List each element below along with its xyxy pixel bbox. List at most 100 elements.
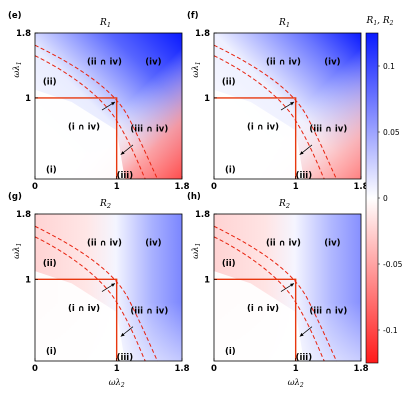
unit-boundary-line [35,97,118,179]
axes-frame [213,213,362,362]
region-label: (i ∩ iv) [68,304,100,314]
panel-h: 0 1 1.8 1.8 1 (h) R2 ωλ1 ωλ2 (i) (ii) (iii) (iv) (ii … [187,192,369,389]
region-i-field [35,89,125,179]
boundary-curve-upper [34,236,146,362]
region-label: (iii) [296,171,313,181]
colorbar-tick-label: 0.1 [383,62,395,71]
region-label: (ii) [222,259,236,269]
region-i-field [35,271,125,361]
colorbar-tick-label: -0.05 [383,260,403,269]
y-tick-label: 1 [204,275,210,285]
x-tick-label: 1 [293,364,299,374]
panel-label: (e) [8,11,22,21]
x-tick-label: 1.8 [174,182,189,192]
region-label: (i) [46,165,57,175]
region-label: (iii ∩ iv) [309,306,347,316]
x-axis-label: ωλ2 [109,378,125,389]
arrow-head [120,332,125,337]
arrow-head [120,151,125,155]
region-label: (i ∩ iv) [247,304,279,314]
colorbar-bar [365,32,379,364]
unit-boundary-line [35,278,118,361]
y-tick-label: 1.8 [195,29,210,39]
unit-boundary-line [214,278,297,361]
x-tick-label: 0 [211,182,217,192]
panel-label: (f) [187,11,199,21]
arrow-head [299,151,304,155]
colorbar-tick-label: -0.1 [383,326,398,335]
panel-title: R1 [278,18,290,29]
y-axis-label: ωλ1 [191,61,202,77]
region-label: (iv) [324,57,340,67]
region-label: (iii) [117,353,134,363]
region-i-field [214,271,304,361]
region-label: (ii ∩ iv) [87,239,122,249]
x-tick-label: 1.8 [353,364,368,374]
arrow-head [111,283,116,287]
region-label: (i) [225,165,236,175]
unit-boundary-line [214,97,297,179]
region-label: (ii ∩ iv) [87,57,122,67]
y-tick-label: 1 [25,275,31,285]
colorbar: 0.1 0.05 0 -0.05 -0.1 R1, R2 [365,16,403,364]
region-label: (iii ∩ iv) [130,125,168,135]
region-label: (iv) [145,239,161,249]
arrow-head [290,283,295,287]
x-tick-label: 0 [211,364,217,374]
region-label: (ii) [222,78,236,88]
x-tick-label: 1.8 [174,364,189,374]
x-tick-label: 1 [114,364,120,374]
colorbar-tick-label: 0 [383,194,388,203]
region-label: (iii) [117,171,134,181]
y-tick-label: 1.8 [16,29,31,39]
y-tick-label: 1.8 [16,210,31,220]
panel-label: (h) [187,192,201,202]
region-label: (ii ∩ iv) [266,239,301,249]
region-label: (iv) [324,239,340,249]
region-label: (iii) [296,353,313,363]
boundary-curve-upper [34,55,146,180]
y-tick-label: 1 [25,94,31,104]
region-label: (iv) [145,57,161,67]
y-axis-label: ωλ1 [12,61,23,77]
region-i-field [214,89,304,179]
panel-title: R1 [99,18,111,29]
y-axis-label: ωλ1 [12,243,23,259]
boundary-curve-upper [213,236,325,362]
region-label: (i) [225,347,236,357]
x-tick-label: 0 [32,364,38,374]
region-label: (ii) [43,78,57,88]
panel-f: 0 1 1.8 1.8 1 (f) R1 ωλ1 (i) (ii) (iii) (iv) (ii ∩ i… [187,11,369,192]
panel-g: 0 1 1.8 1.8 1 (g) R2 ωλ1 ωλ2 (i) (ii) (iii) (iv) (ii … [8,192,190,389]
colorbar-title: R1, R2 [366,16,394,27]
colorbar-tick-label: 0.05 [383,128,400,137]
x-tick-label: 1 [293,182,299,192]
region-label: (i ∩ iv) [247,122,279,132]
region-label: (ii ∩ iv) [266,57,301,67]
region-label: (iii ∩ iv) [309,125,347,135]
axes-frame [213,32,362,180]
x-tick-label: 1 [114,182,120,192]
panel-title: R2 [278,199,290,210]
boundary-curve-upper [213,55,325,180]
arrow-head [299,332,304,337]
region-label: (i ∩ iv) [68,122,100,132]
region-label: (i) [46,347,57,357]
axes-frame [34,32,183,180]
panel-e: 0 1 1.8 1.8 1 (e) R1 ωλ1 (i) (ii) (iii) (iv) (ii ∩ i… [8,11,190,192]
x-tick-label: 1.8 [353,182,368,192]
panel-title: R2 [99,199,111,210]
region-label: (ii) [43,259,57,269]
y-tick-label: 1 [204,94,210,104]
x-tick-label: 0 [32,182,38,192]
arrow-head [111,101,116,106]
arrow-head [290,101,295,106]
y-tick-label: 1.8 [195,210,210,220]
region-label: (iii ∩ iv) [130,306,168,316]
x-axis-label: ωλ2 [288,378,304,389]
panel-label: (g) [8,192,22,202]
y-axis-label: ωλ1 [191,243,202,259]
axes-frame [34,213,183,362]
